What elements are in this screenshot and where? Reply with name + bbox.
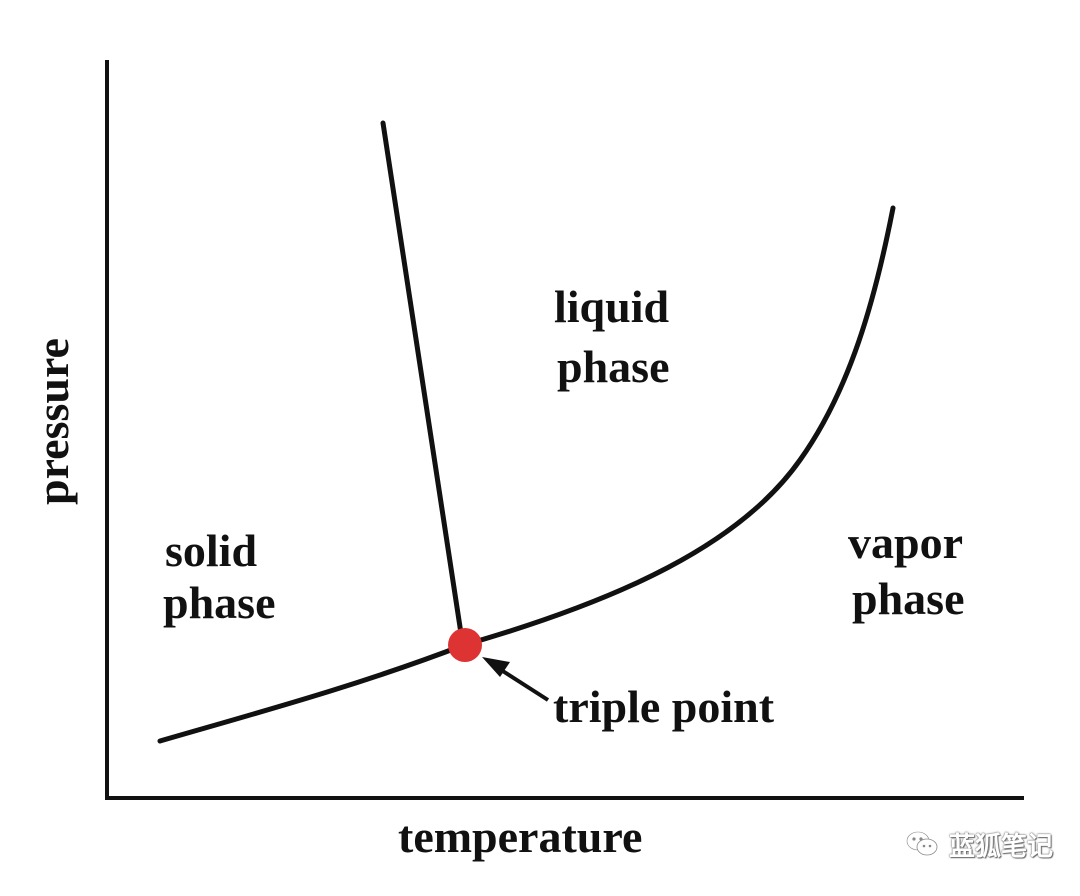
triple-point-label: triple point <box>553 681 775 732</box>
watermark-text: 蓝狐笔记 <box>949 831 1054 862</box>
solid-phase-label-line2: phase <box>163 577 275 628</box>
vaporization-curve <box>461 205 896 648</box>
watermark: 蓝狐笔记 <box>905 824 1053 864</box>
triple-point-arrow-head <box>482 657 510 677</box>
vapor-phase-label-line2: phase <box>852 573 964 624</box>
x-axis-label: temperature <box>398 811 642 862</box>
liquid-phase-label-line1: liquid <box>554 281 670 332</box>
y-axis-label: pressure <box>27 338 78 505</box>
triple-point-marker <box>448 628 482 662</box>
liquid-phase-label-line2: phase <box>557 341 669 392</box>
triple-point-arrow-shaft <box>496 666 550 702</box>
wechat-icon <box>905 830 938 856</box>
solid-phase-label-line1: solid <box>165 525 257 576</box>
fusion-curve <box>380 120 465 643</box>
sublimation-curve <box>157 642 467 744</box>
vapor-phase-label-line1: vapor <box>848 517 963 568</box>
